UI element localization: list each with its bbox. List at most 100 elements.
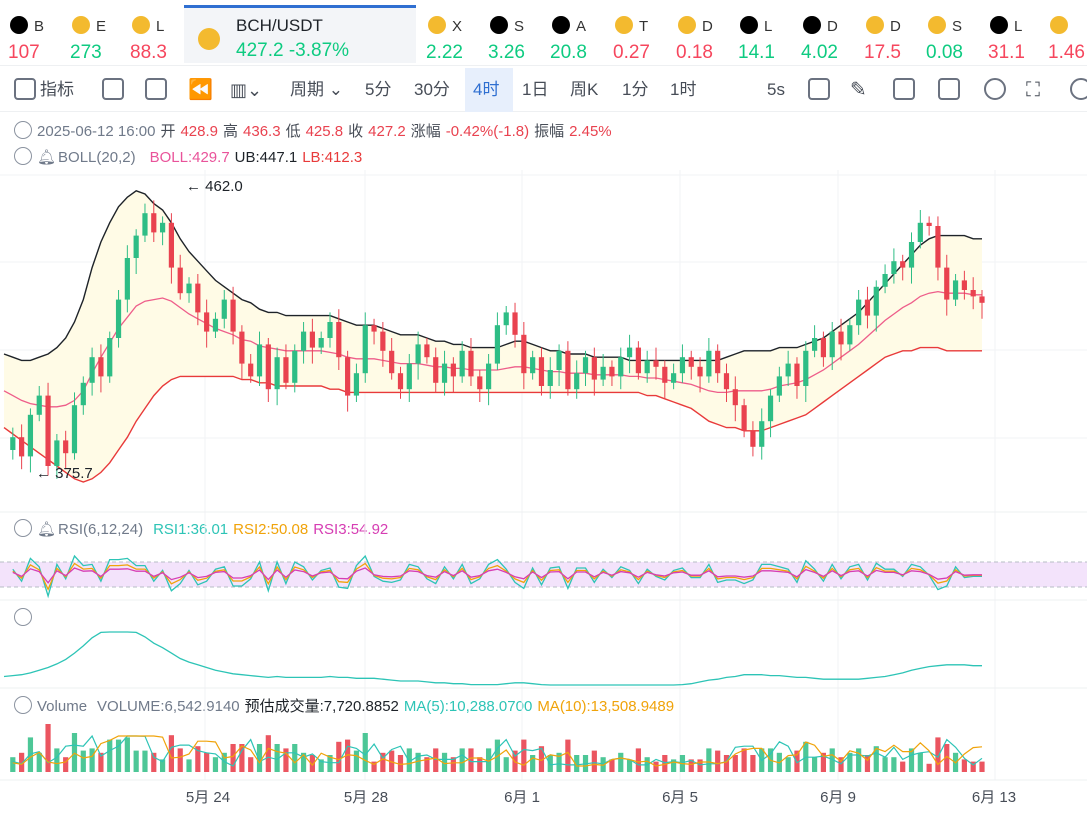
- ticker-9[interactable]: L 14.1: [730, 8, 790, 65]
- volume-bar: [221, 752, 227, 772]
- candle-body: [494, 325, 501, 364]
- candle-type-icon[interactable]: ▥⌄: [230, 80, 263, 100]
- ticker-1[interactable]: E 273: [62, 8, 120, 65]
- volume-bar: [635, 748, 641, 772]
- volume-bar: [503, 757, 509, 772]
- volume-bar: [433, 748, 439, 772]
- indicator-icon[interactable]: [14, 78, 36, 100]
- volume-bar: [706, 748, 712, 772]
- candle-body: [644, 360, 650, 374]
- ticker-2[interactable]: L 88.3: [122, 8, 182, 65]
- ticker-5[interactable]: S 3.26: [480, 8, 538, 65]
- rsi2-line: [12, 562, 982, 592]
- candle-body: [521, 334, 527, 374]
- candle-body: [19, 437, 25, 457]
- ticker-0[interactable]: B 107: [0, 8, 58, 65]
- okx-icon: [10, 16, 28, 34]
- collapse-icon[interactable]: [14, 121, 32, 139]
- candle-body: [159, 222, 166, 233]
- bell-icon[interactable]: 🔔︎: [37, 521, 57, 538]
- gear-icon[interactable]: [984, 78, 1006, 100]
- period-label: 周期: [290, 80, 324, 99]
- expand-icon[interactable]: ⛶: [1026, 79, 1040, 101]
- cloud-icon[interactable]: [1070, 78, 1087, 100]
- calendar-icon[interactable]: [102, 78, 124, 100]
- collapse-icon[interactable]: [14, 519, 32, 537]
- interval-30m[interactable]: 30分: [414, 80, 450, 99]
- candle-body: [142, 213, 148, 236]
- ticker-symbol: E: [96, 18, 107, 35]
- open-value: 428.9: [180, 123, 218, 140]
- rewind-icon[interactable]: ⏪: [188, 79, 213, 101]
- candle-body: [283, 357, 289, 383]
- okx-icon: [552, 16, 570, 34]
- ticker-value: 0.18: [676, 42, 713, 63]
- interval-1d[interactable]: 1日: [522, 80, 549, 99]
- candle-body: [538, 357, 545, 386]
- volume-ma5-line: [12, 734, 983, 767]
- x-axis-label: 5月 28: [344, 789, 388, 806]
- ticker-3[interactable]: BCH/USDT 427.2 -3.87%: [184, 5, 416, 63]
- indicators-button[interactable]: 指标: [40, 80, 74, 99]
- ticker-10[interactable]: D 4.02: [793, 8, 853, 65]
- bell-icon[interactable]: 🔔︎: [37, 149, 57, 166]
- candle-body: [468, 350, 474, 377]
- volume-bar: [574, 755, 580, 772]
- interval-1h[interactable]: 1时: [670, 80, 697, 99]
- volume-bar: [406, 748, 412, 772]
- volume-bar: [688, 759, 694, 772]
- interval-1m[interactable]: 1分: [622, 80, 649, 99]
- ticker-14[interactable]: 1.46: [1040, 8, 1087, 65]
- volume-bar: [741, 748, 747, 772]
- ticker-4[interactable]: X 2.22: [418, 8, 476, 65]
- x-axis-label: 6月 1: [504, 789, 540, 806]
- collapse-icon[interactable]: [14, 147, 32, 165]
- ticker-11[interactable]: D 17.5: [856, 8, 916, 65]
- candle-body: [547, 370, 553, 386]
- ticker-6[interactable]: A 20.8: [542, 8, 602, 65]
- rsi1-value: RSI1:36.01: [153, 521, 229, 538]
- ticker-13[interactable]: L 31.1: [980, 8, 1038, 65]
- ticker-symbol: S: [514, 18, 525, 35]
- volume-bar: [750, 755, 756, 772]
- rsi-band: [0, 562, 1087, 587]
- ticker-12[interactable]: S 0.08: [918, 8, 976, 65]
- volume-bar: [829, 748, 835, 772]
- ticker-7[interactable]: T 0.27: [605, 8, 665, 65]
- pen-icon[interactable]: ✎: [850, 79, 867, 101]
- volume-bar: [530, 755, 536, 772]
- candle-body: [248, 363, 254, 377]
- candle-body: [688, 357, 694, 367]
- volume-bar: [292, 744, 298, 772]
- collapse-icon[interactable]: [14, 696, 32, 714]
- expand-chevron-icon[interactable]: [14, 608, 32, 626]
- ticker-8[interactable]: D 0.18: [668, 8, 726, 65]
- settings-panel-icon[interactable]: [938, 78, 960, 100]
- oscillator-line: [3, 631, 982, 686]
- period-dropdown[interactable]: 周期 ⌄: [290, 80, 343, 99]
- high-label: 高: [223, 123, 239, 140]
- refresh-interval[interactable]: 5s: [767, 80, 785, 99]
- volume-bar: [723, 755, 730, 772]
- x-axis-label: 6月 13: [972, 789, 1016, 806]
- volume-bar: [856, 748, 862, 772]
- interval-4h[interactable]: 4时: [465, 68, 513, 112]
- volume-bar: [98, 752, 104, 772]
- interval-weekly[interactable]: 周K: [570, 80, 599, 99]
- bnb-icon: [428, 16, 446, 34]
- candle-body: [424, 344, 430, 358]
- layout-icon[interactable]: [145, 78, 167, 100]
- bnb-icon: [198, 28, 220, 50]
- camera-icon[interactable]: [808, 78, 830, 100]
- candle-body: [63, 440, 69, 454]
- ohlc-line: 2025-06-12 16:00 开 428.9 高 436.3 低 425.8 收 427.2…: [14, 120, 617, 141]
- interval-5m[interactable]: 5分: [365, 80, 392, 99]
- rsi-name: RSI(6,12,24): [58, 521, 144, 538]
- candle-body: [186, 283, 192, 294]
- candle-body: [274, 357, 280, 390]
- ticker-value: 17.5: [864, 42, 901, 63]
- fullscreen-add-icon[interactable]: [893, 78, 915, 100]
- boll-ub-value: UB:447.1: [234, 149, 298, 166]
- candle-body: [151, 213, 157, 233]
